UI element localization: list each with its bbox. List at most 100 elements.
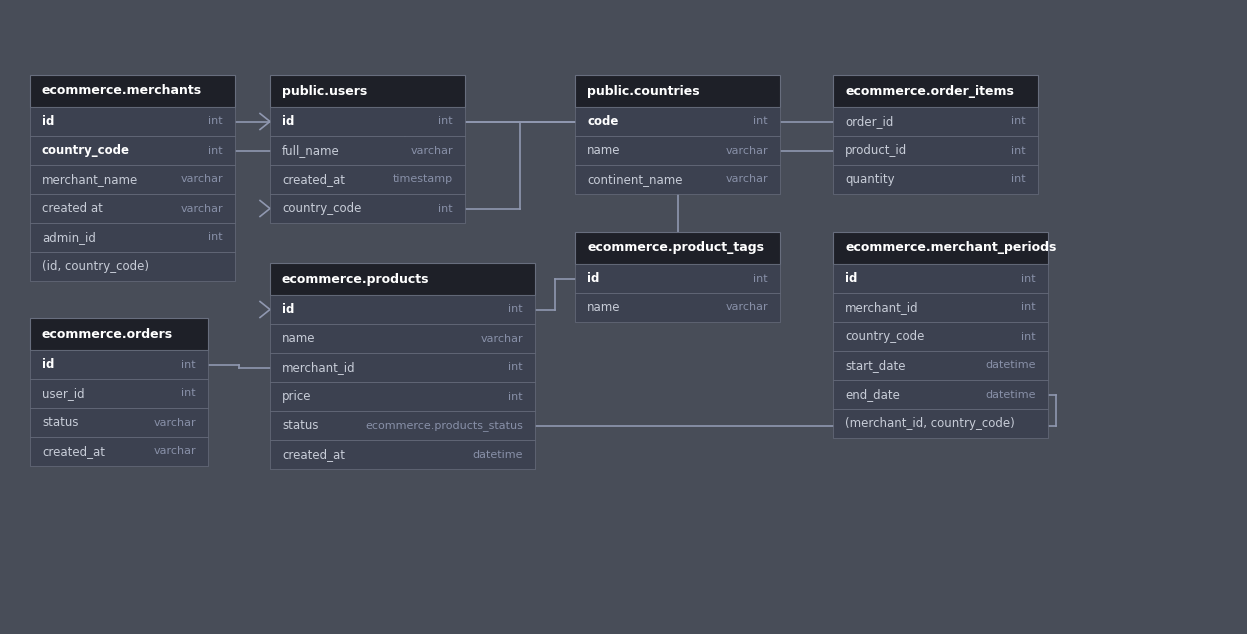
- Text: price: price: [282, 390, 312, 403]
- Text: full_name: full_name: [282, 144, 339, 157]
- Text: country_code: country_code: [42, 144, 130, 157]
- FancyBboxPatch shape: [833, 409, 1047, 438]
- Text: ecommerce.merchants: ecommerce.merchants: [42, 84, 202, 98]
- Text: ecommerce.product_tags: ecommerce.product_tags: [587, 242, 764, 254]
- Text: int: int: [1021, 273, 1036, 283]
- Text: merchant_id: merchant_id: [282, 361, 355, 374]
- FancyBboxPatch shape: [30, 318, 208, 350]
- Text: public.users: public.users: [282, 84, 368, 98]
- Text: varchar: varchar: [153, 446, 196, 456]
- Text: id: id: [42, 115, 55, 128]
- FancyBboxPatch shape: [575, 232, 781, 264]
- FancyBboxPatch shape: [833, 293, 1047, 322]
- Text: created_at: created_at: [282, 173, 345, 186]
- Text: country_code: country_code: [845, 330, 924, 343]
- Text: datetime: datetime: [985, 361, 1036, 370]
- FancyBboxPatch shape: [833, 351, 1047, 380]
- FancyBboxPatch shape: [271, 353, 535, 382]
- FancyBboxPatch shape: [575, 293, 781, 322]
- Text: end_date: end_date: [845, 388, 900, 401]
- Text: name: name: [587, 301, 621, 314]
- Text: varchar: varchar: [726, 145, 768, 155]
- Text: id: id: [587, 272, 600, 285]
- Text: order_id: order_id: [845, 115, 893, 128]
- FancyBboxPatch shape: [271, 136, 465, 165]
- Text: int: int: [1021, 332, 1036, 342]
- FancyBboxPatch shape: [271, 411, 535, 440]
- Text: status: status: [42, 416, 79, 429]
- Text: varchar: varchar: [181, 174, 223, 184]
- FancyBboxPatch shape: [833, 107, 1038, 136]
- Text: int: int: [509, 363, 522, 373]
- Text: timestamp: timestamp: [393, 174, 453, 184]
- Text: (id, country_code): (id, country_code): [42, 260, 148, 273]
- Text: status: status: [282, 419, 318, 432]
- Text: varchar: varchar: [726, 174, 768, 184]
- FancyBboxPatch shape: [271, 440, 535, 469]
- FancyBboxPatch shape: [271, 107, 465, 136]
- FancyBboxPatch shape: [30, 437, 208, 466]
- FancyBboxPatch shape: [833, 75, 1038, 107]
- FancyBboxPatch shape: [833, 322, 1047, 351]
- Text: datetime: datetime: [985, 389, 1036, 399]
- FancyBboxPatch shape: [30, 223, 234, 252]
- FancyBboxPatch shape: [833, 136, 1038, 165]
- Text: merchant_id: merchant_id: [845, 301, 919, 314]
- FancyBboxPatch shape: [271, 165, 465, 194]
- Text: int: int: [509, 304, 522, 314]
- Text: int: int: [208, 145, 223, 155]
- FancyBboxPatch shape: [575, 136, 781, 165]
- Text: varchar: varchar: [726, 302, 768, 313]
- Text: name: name: [282, 332, 315, 345]
- FancyBboxPatch shape: [833, 380, 1047, 409]
- Text: int: int: [439, 117, 453, 127]
- FancyBboxPatch shape: [271, 382, 535, 411]
- Text: int: int: [1021, 302, 1036, 313]
- Text: start_date: start_date: [845, 359, 905, 372]
- Text: public.countries: public.countries: [587, 84, 700, 98]
- Text: ecommerce.products: ecommerce.products: [282, 273, 429, 285]
- Text: int: int: [1011, 145, 1026, 155]
- Text: quantity: quantity: [845, 173, 894, 186]
- Text: int: int: [208, 233, 223, 242]
- Text: varchar: varchar: [480, 333, 522, 344]
- FancyBboxPatch shape: [30, 350, 208, 379]
- Text: created at: created at: [42, 202, 102, 215]
- Text: ecommerce.order_items: ecommerce.order_items: [845, 84, 1014, 98]
- Text: id: id: [282, 115, 294, 128]
- FancyBboxPatch shape: [30, 194, 234, 223]
- Text: name: name: [587, 144, 621, 157]
- Text: id: id: [845, 272, 858, 285]
- Text: varchar: varchar: [153, 418, 196, 427]
- FancyBboxPatch shape: [30, 136, 234, 165]
- FancyBboxPatch shape: [575, 75, 781, 107]
- FancyBboxPatch shape: [575, 107, 781, 136]
- FancyBboxPatch shape: [271, 295, 535, 324]
- FancyBboxPatch shape: [30, 75, 234, 107]
- Text: user_id: user_id: [42, 387, 85, 400]
- Text: created_at: created_at: [42, 445, 105, 458]
- FancyBboxPatch shape: [271, 263, 535, 295]
- FancyBboxPatch shape: [271, 75, 465, 107]
- Text: country_code: country_code: [282, 202, 362, 215]
- Text: ecommerce.orders: ecommerce.orders: [42, 328, 173, 340]
- FancyBboxPatch shape: [30, 408, 208, 437]
- Text: int: int: [439, 204, 453, 214]
- Text: (merchant_id, country_code): (merchant_id, country_code): [845, 417, 1015, 430]
- Text: varchar: varchar: [181, 204, 223, 214]
- FancyBboxPatch shape: [833, 232, 1047, 264]
- FancyBboxPatch shape: [575, 165, 781, 194]
- Text: code: code: [587, 115, 619, 128]
- Text: id: id: [42, 358, 55, 371]
- FancyBboxPatch shape: [271, 324, 535, 353]
- Text: id: id: [282, 303, 294, 316]
- Text: merchant_name: merchant_name: [42, 173, 138, 186]
- Text: ecommerce.products_status: ecommerce.products_status: [365, 420, 522, 431]
- Text: int: int: [208, 117, 223, 127]
- FancyBboxPatch shape: [30, 379, 208, 408]
- Text: continent_name: continent_name: [587, 173, 682, 186]
- Text: int: int: [181, 389, 196, 399]
- Text: created_at: created_at: [282, 448, 345, 461]
- Text: int: int: [753, 117, 768, 127]
- FancyBboxPatch shape: [271, 194, 465, 223]
